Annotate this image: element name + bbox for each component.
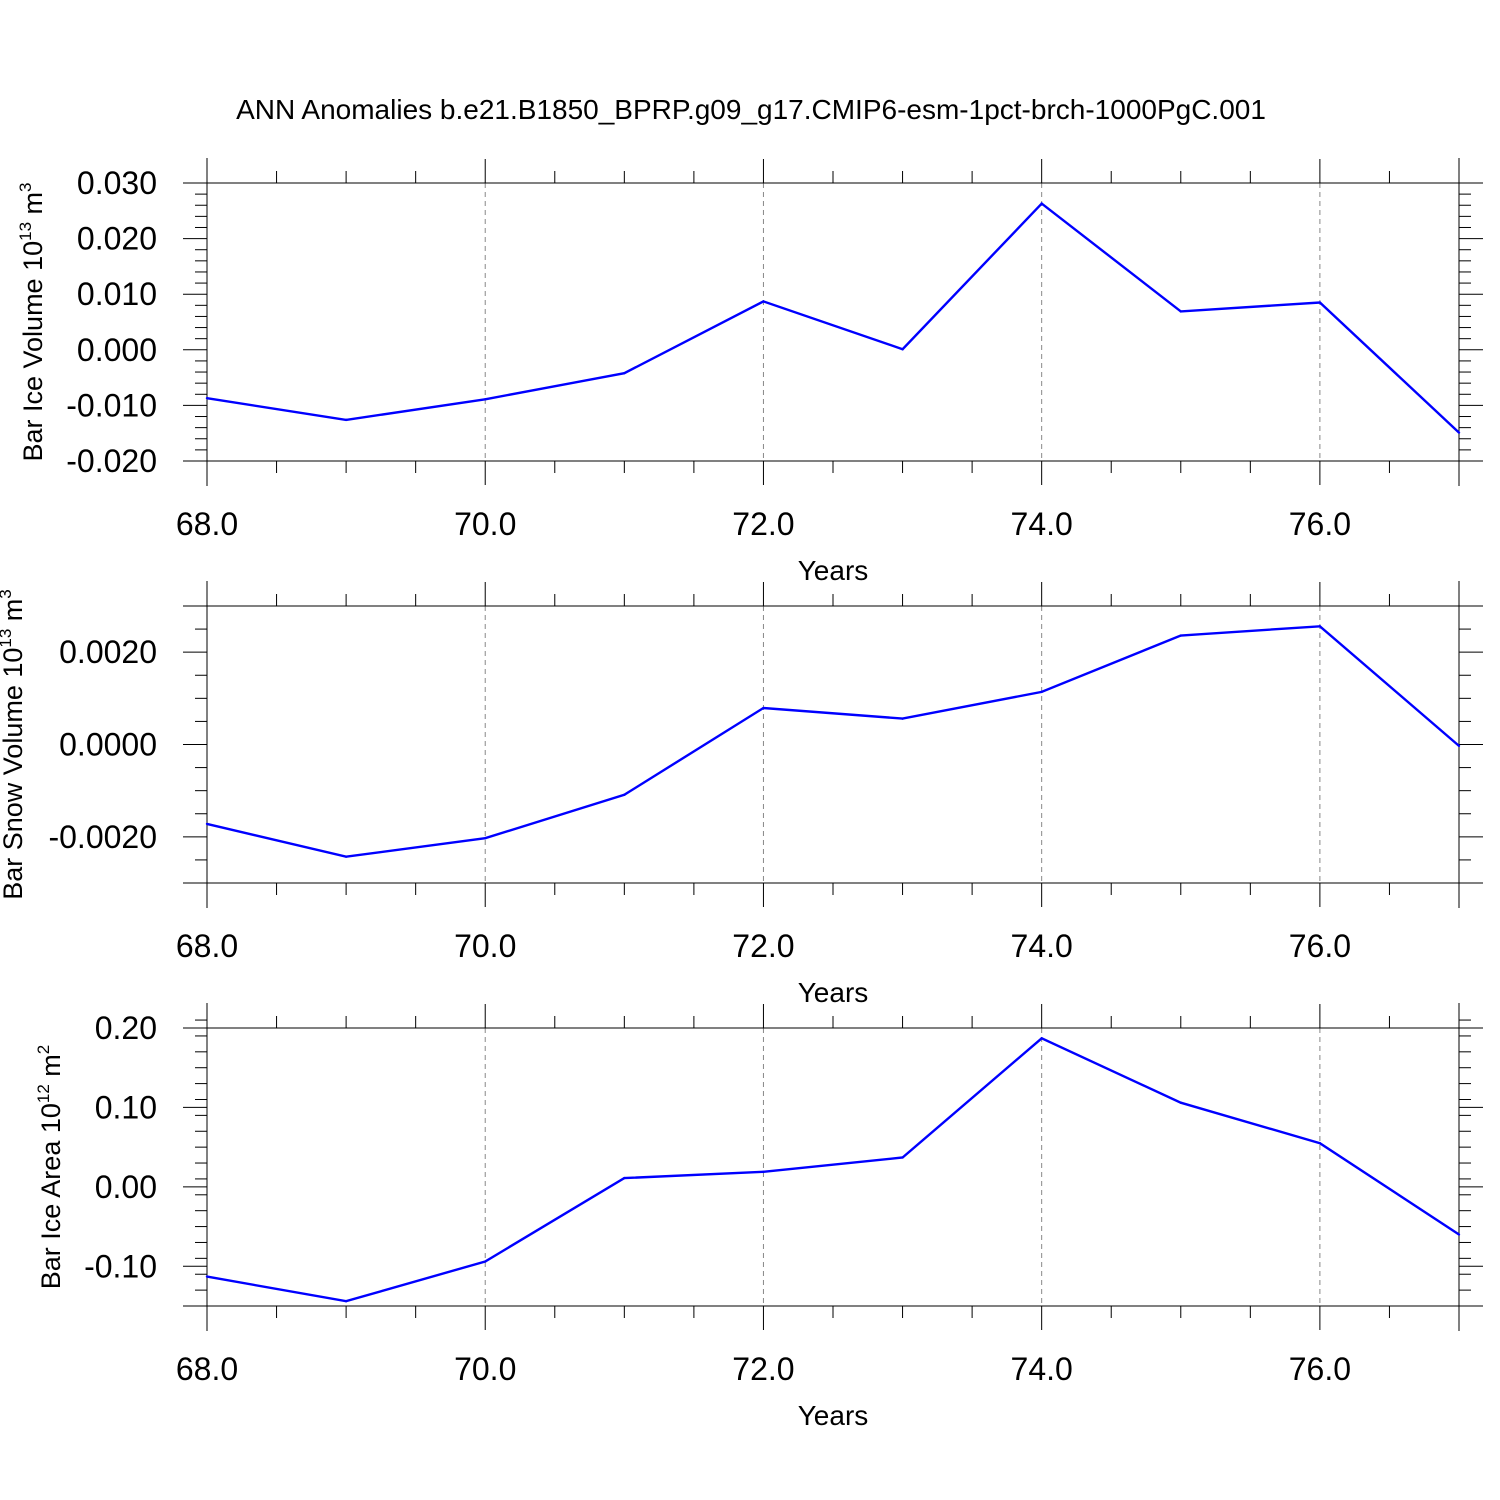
y-axis-title-superscript: 13 [16, 222, 35, 241]
y-axis-title-text: m [0, 599, 28, 629]
data-point [1179, 634, 1182, 637]
data-point [484, 1260, 487, 1263]
data-point [623, 793, 626, 797]
y-tick-label: 0.020 [77, 221, 157, 257]
x-tick-label: 76.0 [1289, 928, 1351, 964]
y-tick-label: -0.010 [66, 387, 157, 423]
data-point [1457, 1233, 1461, 1236]
y-tick-label: -0.020 [66, 443, 157, 479]
y-axis-title: Bar Ice Volume 1013 m3 [16, 182, 48, 461]
data-point [484, 837, 487, 840]
data-point [901, 717, 904, 720]
data-point [344, 1300, 348, 1303]
data-point [1040, 690, 1043, 694]
x-tick-label: 76.0 [1289, 506, 1351, 542]
y-axis-title-superscript: 2 [34, 1045, 53, 1054]
x-tick-label: 74.0 [1011, 1351, 1073, 1387]
series-line [206, 1036, 1460, 1303]
x-tick-label: 74.0 [1011, 506, 1073, 542]
data-point [762, 706, 765, 710]
y-tick-label: 0.0000 [59, 727, 157, 763]
data-point [344, 855, 348, 858]
data-point [762, 1170, 765, 1173]
y-axis-title-text: Bar Ice Area 10 [36, 1103, 66, 1289]
x-tick-label: 70.0 [454, 506, 516, 542]
y-axis-title: Bar Ice Area 1012 m2 [34, 1045, 66, 1290]
y-tick-label: 0.0020 [59, 634, 157, 670]
y-axis-title-superscript: 13 [0, 629, 15, 648]
y-axis-title-text: m [18, 192, 48, 222]
data-point [901, 1156, 904, 1159]
y-axis-title-text: Bar Snow Volume 10 [0, 648, 28, 900]
data-point [623, 371, 626, 375]
y-tick-label: 0.10 [95, 1089, 157, 1125]
data-point [623, 1176, 626, 1180]
data-point [1318, 625, 1322, 628]
x-tick-label: 72.0 [732, 1351, 794, 1387]
y-axis-title-text: m [36, 1054, 66, 1084]
y-axis-title-superscript: 12 [34, 1084, 53, 1103]
data-point [484, 398, 487, 401]
data-point [1040, 1037, 1043, 1040]
y-tick-label: -0.0020 [48, 819, 157, 855]
x-tick-label: 68.0 [176, 928, 238, 964]
data-point [1457, 431, 1461, 434]
data-point [1457, 744, 1461, 748]
x-tick-label: 70.0 [454, 928, 516, 964]
x-tick-label: 70.0 [454, 1351, 516, 1387]
y-axis-title-superscript: 3 [0, 589, 15, 598]
y-tick-label: 0.20 [95, 1010, 157, 1046]
data-point [1040, 202, 1043, 205]
x-tick-label: 76.0 [1289, 1351, 1351, 1387]
data-point [205, 822, 209, 826]
data-point [1179, 310, 1182, 313]
data-point [1318, 301, 1322, 304]
x-tick-label: 68.0 [176, 1351, 238, 1387]
x-axis-title: Years [798, 977, 869, 1008]
chart-panel-2: 68.0 70.0 72.0 74.0 76.0 -0.0020 0.0000 0.0020 Y… [0, 581, 1483, 1008]
x-axis-title: Years [798, 555, 869, 586]
y-axis-title: Bar Snow Volume 1013 m3 [0, 589, 28, 900]
series-line [206, 201, 1460, 434]
chart-panel-1: 68.0 70.0 72.0 74.0 76.0 -0.020 -0.010 0.000 0.0… [16, 158, 1483, 586]
y-tick-label: 0.030 [77, 165, 157, 201]
y-tick-label: 0.010 [77, 276, 157, 312]
figure-title: ANN Anomalies b.e21.B1850_BPRP.g09_g17.C… [236, 94, 1266, 125]
y-tick-label: 0.000 [77, 332, 157, 368]
chart-panel-3: 68.0 70.0 72.0 74.0 76.0 -0.10 0.00 0.10 0.20 Yea… [34, 1003, 1483, 1431]
y-axis-title-text: Bar Ice Volume 10 [18, 241, 48, 462]
data-point [901, 348, 904, 351]
y-tick-label: -0.10 [84, 1248, 157, 1284]
x-axis-title: Years [798, 1400, 869, 1431]
x-tick-label: 74.0 [1011, 928, 1073, 964]
data-point [1179, 1101, 1182, 1104]
series-line [206, 625, 1460, 858]
x-tick-label: 72.0 [732, 928, 794, 964]
y-tick-label: 0.00 [95, 1169, 157, 1205]
x-tick-label: 72.0 [732, 506, 794, 542]
data-point [762, 300, 765, 303]
data-point [205, 396, 209, 400]
panels: 68.0 70.0 72.0 74.0 76.0 -0.020 -0.010 0.000 0.0… [0, 158, 1483, 1431]
data-point [1318, 1141, 1322, 1145]
data-point [344, 418, 348, 422]
y-axis-title-superscript: 3 [16, 182, 35, 191]
x-tick-label: 68.0 [176, 506, 238, 542]
data-point [205, 1275, 209, 1278]
